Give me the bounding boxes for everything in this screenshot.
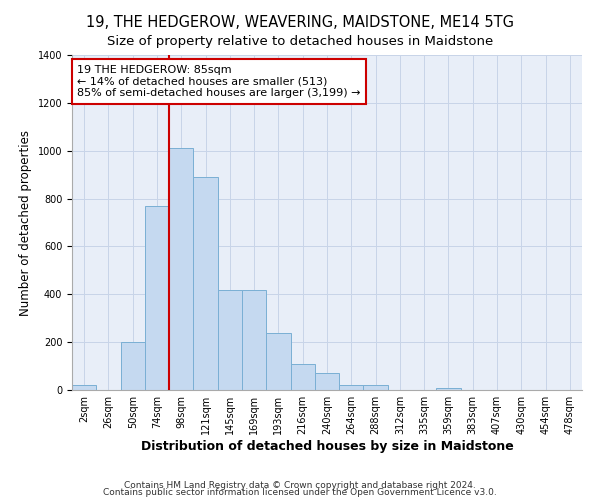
Bar xyxy=(242,290,266,390)
Bar xyxy=(339,385,364,390)
Bar xyxy=(315,373,339,390)
Text: 19 THE HEDGEROW: 85sqm
← 14% of detached houses are smaller (513)
85% of semi-de: 19 THE HEDGEROW: 85sqm ← 14% of detached… xyxy=(77,65,361,98)
Y-axis label: Number of detached properties: Number of detached properties xyxy=(19,130,32,316)
Bar xyxy=(72,385,96,390)
Bar xyxy=(121,342,145,390)
Text: Contains HM Land Registry data © Crown copyright and database right 2024.: Contains HM Land Registry data © Crown c… xyxy=(124,480,476,490)
Bar xyxy=(290,364,315,390)
Bar xyxy=(364,385,388,390)
Bar xyxy=(169,148,193,390)
Bar xyxy=(218,290,242,390)
Bar xyxy=(436,388,461,390)
Bar xyxy=(193,177,218,390)
Text: Contains public sector information licensed under the Open Government Licence v3: Contains public sector information licen… xyxy=(103,488,497,497)
Text: Size of property relative to detached houses in Maidstone: Size of property relative to detached ho… xyxy=(107,35,493,48)
Text: 19, THE HEDGEROW, WEAVERING, MAIDSTONE, ME14 5TG: 19, THE HEDGEROW, WEAVERING, MAIDSTONE, … xyxy=(86,15,514,30)
X-axis label: Distribution of detached houses by size in Maidstone: Distribution of detached houses by size … xyxy=(140,440,514,452)
Bar xyxy=(145,206,169,390)
Bar xyxy=(266,332,290,390)
